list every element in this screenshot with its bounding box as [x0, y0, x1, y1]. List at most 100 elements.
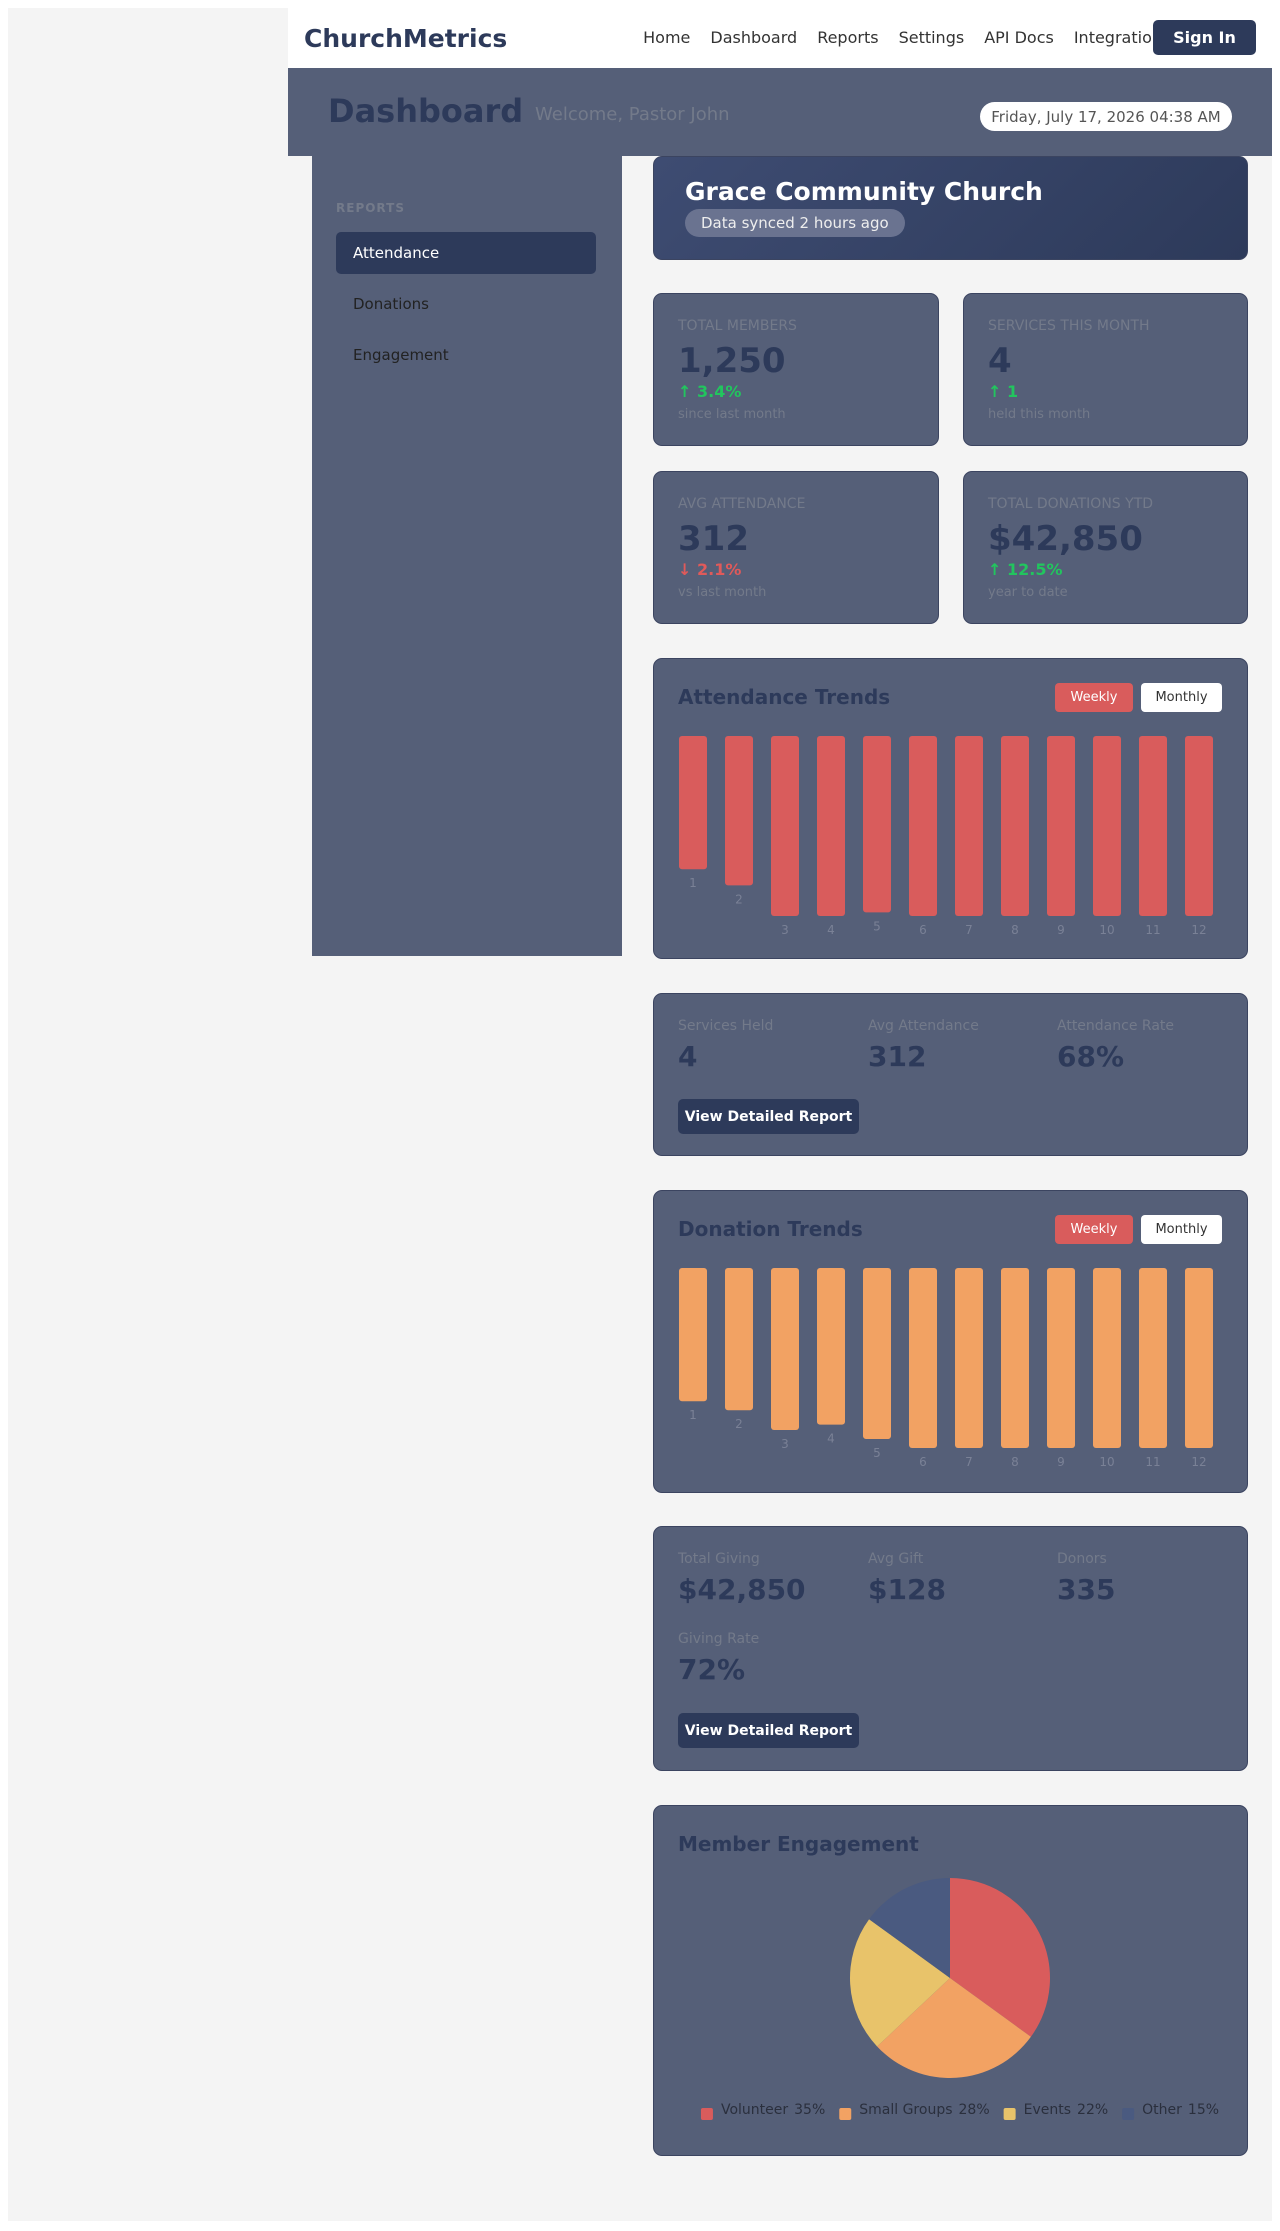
metric-label: Giving Rate [678, 1631, 760, 1647]
stat-card: TOTAL DONATIONS YTD $42,850 ↑ 12.5% year… [963, 471, 1248, 624]
legend-swatch [1122, 2108, 1135, 2120]
x-tick-label: 4 [827, 1432, 835, 1446]
stat-change: ↑ 12.5% [988, 560, 1063, 579]
pie-slice [869, 1878, 950, 1978]
metric-label: Total Giving [678, 1551, 760, 1567]
legend-swatch [700, 2108, 713, 2120]
bar [1047, 736, 1075, 916]
stat-card: AVG ATTENDANCE 312 ↓ 2.1% vs last month [653, 471, 939, 624]
bar [909, 736, 937, 916]
sync-pill: Data synced 2 hours ago [685, 209, 905, 237]
metric-value: 312 [868, 1040, 927, 1073]
report-button[interactable]: View Detailed Report [678, 1713, 859, 1748]
metric-value: 4 [678, 1040, 698, 1073]
metric-value: 68% [1057, 1040, 1125, 1073]
x-tick-label: 10 [1099, 1455, 1114, 1469]
sidebar-heading: REPORTS [336, 201, 405, 215]
toggle-button[interactable]: Weekly [1055, 683, 1133, 712]
x-tick-label: 1 [689, 1408, 697, 1422]
x-tick-label: 1 [689, 876, 697, 890]
stat-label: AVG ATTENDANCE [678, 496, 806, 512]
metric-label: Services Held [678, 1018, 774, 1034]
toggle-button[interactable]: Monthly [1141, 683, 1222, 712]
sidebar-item[interactable]: Engagement [353, 346, 449, 364]
x-tick-label: 4 [827, 923, 835, 937]
x-tick-label: 9 [1057, 923, 1065, 937]
bar [725, 736, 753, 886]
bar [725, 1268, 753, 1411]
stat-label: TOTAL DONATIONS YTD [988, 496, 1154, 512]
bar [955, 736, 983, 916]
bar [1001, 736, 1029, 916]
summary-card: Total Giving $42,850 Avg Gift $128 Donor… [653, 1526, 1248, 1771]
pie-slice [877, 1978, 1031, 2078]
nav-link[interactable]: Settings [898, 28, 965, 47]
x-tick-label: 8 [1011, 923, 1019, 937]
x-tick-label: 11 [1145, 923, 1160, 937]
bar [909, 1268, 937, 1448]
bar [679, 1268, 707, 1402]
chart-title: Donation Trends [678, 1217, 863, 1241]
stat-value: 4 [988, 341, 1012, 381]
pie-chart: Volunteer 35% Small Groups 28% Events 22% Othe… [700, 1878, 1219, 2120]
chart-card: Member Engagement Volunteer 35% Small Grou… [653, 1805, 1248, 2156]
nav-link[interactable]: Dashboard [710, 28, 798, 47]
toggle-button[interactable]: Weekly [1055, 1215, 1133, 1244]
x-tick-label: 5 [873, 1446, 881, 1460]
bar [679, 736, 707, 870]
metric-label: Donors [1057, 1551, 1107, 1567]
bar [1139, 1268, 1167, 1448]
legend-label: Small Groups [859, 2102, 952, 2118]
metric-value: $128 [868, 1573, 946, 1606]
x-tick-label: 12 [1191, 1455, 1206, 1469]
stat-change: ↑ 3.4% [678, 382, 742, 401]
report-button[interactable]: View Detailed Report [678, 1099, 859, 1134]
toggle-button[interactable]: Monthly [1141, 1215, 1222, 1244]
stat-note: held this month [988, 407, 1091, 422]
x-tick-label: 6 [919, 1455, 927, 1469]
bar [1185, 1268, 1213, 1448]
legend-value: 28% [959, 2102, 990, 2118]
legend-label: Other [1142, 2102, 1182, 2118]
legend-swatch [1003, 2108, 1016, 2120]
stat-value: 1,250 [678, 341, 786, 381]
bar [1185, 736, 1213, 916]
legend-swatch [839, 2108, 852, 2120]
sign-in-button[interactable]: Sign In [1153, 20, 1256, 55]
x-tick-label: 12 [1191, 923, 1206, 937]
x-tick-label: 8 [1011, 1455, 1019, 1469]
brand[interactable]: ChurchMetrics [304, 24, 508, 53]
bar [863, 736, 891, 913]
sidebar-item[interactable]: Donations [353, 295, 429, 313]
x-tick-label: 9 [1057, 1455, 1065, 1469]
bar [1093, 736, 1121, 916]
stat-change: ↓ 2.1% [678, 560, 742, 579]
chart-title: Member Engagement [678, 1832, 919, 1856]
church-name: Grace Community Church [685, 177, 1043, 206]
x-tick-label: 11 [1145, 1455, 1160, 1469]
bar [817, 736, 845, 916]
nav-link[interactable]: Reports [817, 28, 879, 47]
legend-label: Events [1024, 2102, 1071, 2118]
legend-value: 22% [1077, 2102, 1108, 2118]
metric-value: 72% [678, 1653, 746, 1686]
church-card: Grace Community Church Data synced 2 hou… [653, 156, 1248, 260]
legend: Volunteer 35% Small Groups 28% Events 22% Othe… [721, 2102, 1219, 2118]
legend-value: 35% [794, 2102, 825, 2118]
nav-link[interactable]: Integration [1073, 28, 1162, 47]
x-tick-label: 3 [781, 1437, 789, 1451]
bar [1093, 1268, 1121, 1448]
header: Dashboard Welcome, Pastor John Friday, J… [288, 68, 1272, 156]
welcome: Welcome, Pastor John [535, 104, 730, 125]
x-tick-label: 2 [735, 892, 743, 906]
nav-link[interactable]: Home [643, 28, 691, 47]
stat-change: ↑ 1 [988, 382, 1019, 401]
sidebar: REPORTS Attendance Donations Engagement [312, 156, 622, 956]
sidebar-item[interactable]: Attendance [336, 232, 596, 274]
stat-card: SERVICES THIS MONTH 4 ↑ 1 held this mont… [963, 293, 1248, 446]
pie-slice [850, 1919, 950, 2047]
nav-link[interactable]: API Docs [984, 28, 1054, 47]
bar [1001, 1268, 1029, 1448]
